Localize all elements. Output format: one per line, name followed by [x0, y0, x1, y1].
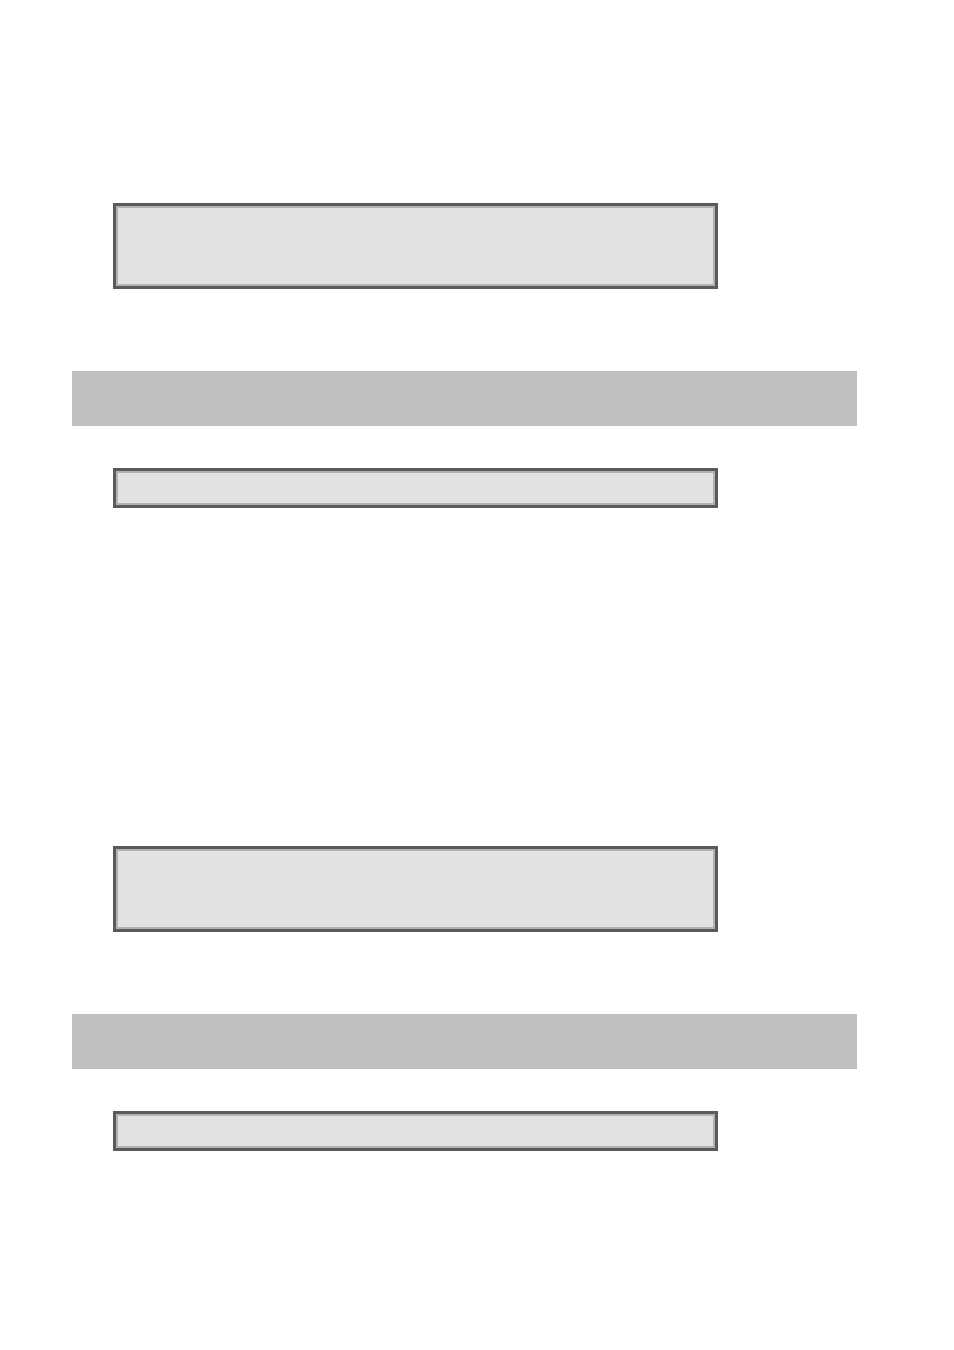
page-container: [0, 0, 954, 1350]
box-1: [113, 203, 718, 289]
box-3: [113, 468, 718, 508]
box-2: [72, 371, 857, 426]
box-5: [72, 1014, 857, 1069]
box-4: [113, 846, 718, 932]
box-6: [113, 1111, 718, 1151]
